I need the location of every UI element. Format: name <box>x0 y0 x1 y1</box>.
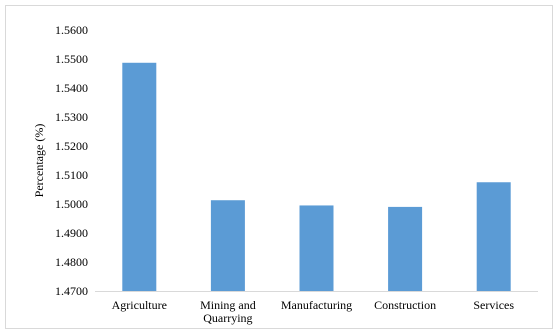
y-tick-label: 1.5000 <box>55 197 88 211</box>
x-axis: Agriculture Mining and Quarrying Manufactur… <box>95 291 538 325</box>
bar <box>210 200 245 291</box>
y-tick-label: 1.5500 <box>55 52 88 66</box>
y-tick-label: 1.5100 <box>55 168 88 182</box>
x-category-label: Construction <box>374 298 436 312</box>
y-tick-label: 1.5300 <box>55 110 88 124</box>
bar <box>122 62 157 291</box>
y-tick-label: 1.4800 <box>55 255 88 269</box>
y-axis-title: Percentage (%) <box>32 124 46 198</box>
x-category-label: Mining and Quarrying <box>200 298 256 325</box>
bar <box>476 182 511 291</box>
y-axis: 1.4700 1.4800 1.4900 1.5000 1.5100 1.5200 1.53… <box>55 23 88 298</box>
x-category-label: Agriculture <box>112 298 167 312</box>
y-tick-label: 1.4700 <box>55 284 88 298</box>
chart-frame <box>5 5 553 329</box>
y-tick-label: 1.5600 <box>55 23 88 37</box>
y-tick-label: 1.4900 <box>55 226 88 240</box>
bar <box>299 205 334 291</box>
bars <box>122 62 511 291</box>
x-category-label: Services <box>473 298 514 312</box>
y-tick-label: 1.5400 <box>55 81 88 95</box>
y-tick-label: 1.5200 <box>55 139 88 153</box>
x-category-label: Manufacturing <box>281 298 352 312</box>
bar <box>388 206 423 291</box>
